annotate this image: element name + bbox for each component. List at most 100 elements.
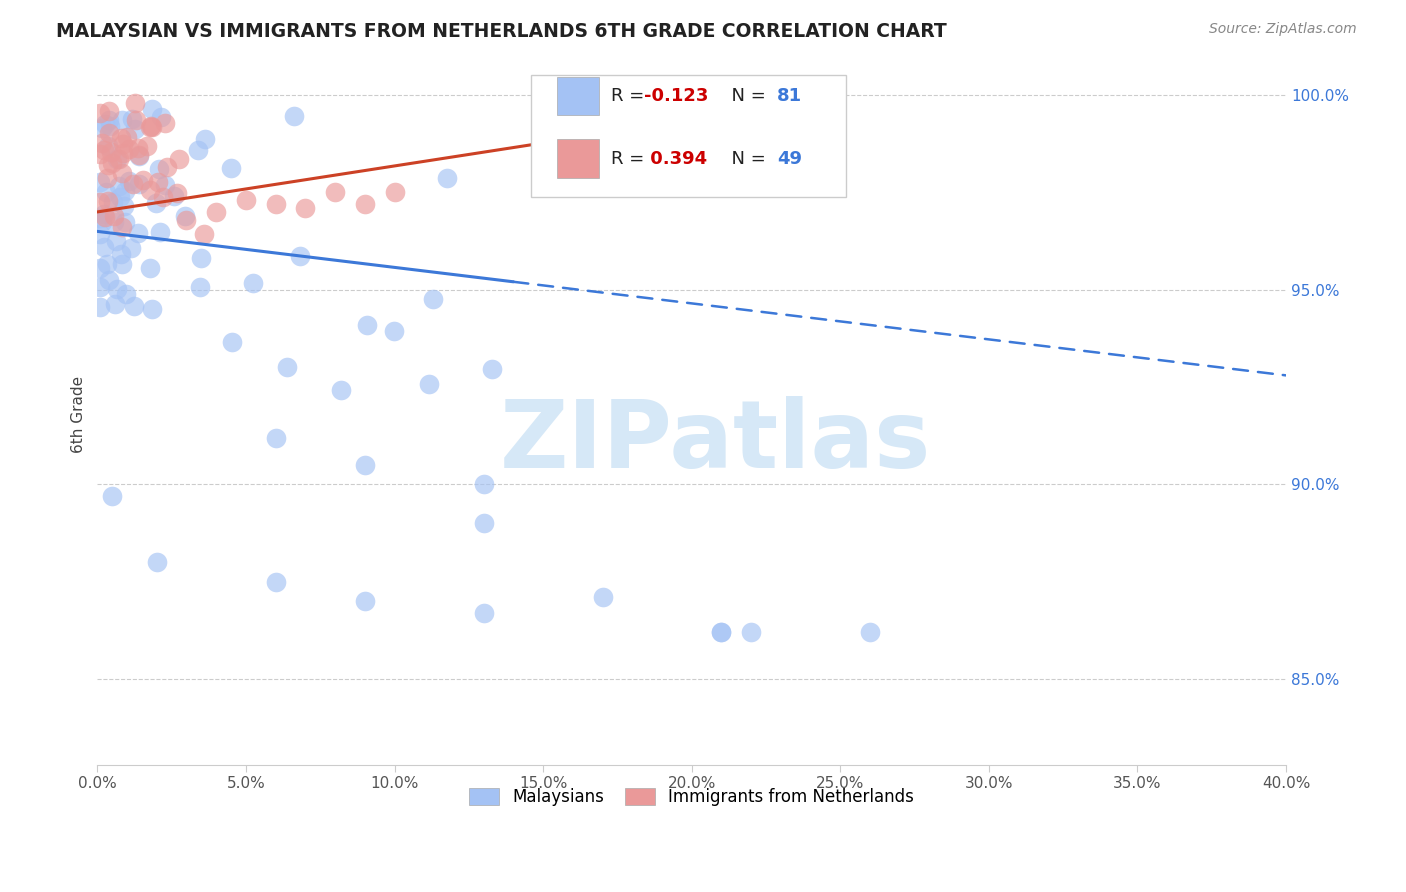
Point	[128, 148, 150, 162]
Point	[112, 146, 135, 161]
Text: 49: 49	[778, 150, 803, 168]
Point	[710, 625, 733, 640]
Point	[100, 145, 122, 159]
Text: 81: 81	[778, 87, 803, 105]
Point	[174, 209, 197, 223]
Point	[276, 359, 298, 374]
Point	[472, 477, 495, 491]
Point	[108, 152, 131, 166]
Point	[481, 361, 503, 376]
Point	[90, 215, 112, 229]
Point	[97, 127, 120, 141]
Point	[156, 160, 179, 174]
Point	[93, 239, 115, 253]
Point	[131, 173, 153, 187]
Point	[110, 189, 132, 203]
Point	[384, 186, 406, 200]
Point	[101, 489, 124, 503]
Point	[323, 186, 346, 200]
Point	[93, 207, 115, 221]
Point	[124, 299, 146, 313]
Point	[145, 195, 167, 210]
Point	[96, 257, 118, 271]
Point	[264, 431, 287, 445]
Point	[90, 120, 112, 135]
Point	[98, 112, 121, 127]
Text: MALAYSIAN VS IMMIGRANTS FROM NETHERLANDS 6TH GRADE CORRELATION CHART: MALAYSIAN VS IMMIGRANTS FROM NETHERLANDS…	[56, 22, 948, 41]
Point	[89, 227, 111, 242]
Point	[89, 280, 111, 294]
FancyBboxPatch shape	[531, 75, 846, 197]
Point	[89, 194, 111, 209]
Point	[283, 109, 305, 123]
Point	[330, 383, 353, 397]
Point	[110, 112, 132, 127]
Point	[127, 226, 149, 240]
Point	[418, 376, 440, 391]
Point	[264, 574, 287, 589]
Point	[139, 120, 162, 135]
Text: R =: R =	[610, 150, 650, 168]
Point	[194, 132, 217, 146]
Point	[205, 205, 228, 219]
Point	[139, 119, 162, 133]
Point	[120, 241, 142, 255]
Point	[188, 280, 211, 294]
Point	[110, 131, 132, 145]
Point	[472, 516, 495, 531]
Point	[89, 147, 111, 161]
Point	[740, 625, 762, 640]
Text: 0.394: 0.394	[644, 150, 707, 168]
Point	[221, 334, 243, 349]
Point	[592, 590, 614, 604]
Legend: Malaysians, Immigrants from Netherlands: Malaysians, Immigrants from Netherlands	[460, 778, 924, 815]
Point	[94, 210, 117, 224]
Point	[353, 458, 375, 472]
Point	[103, 214, 125, 228]
Point	[103, 297, 125, 311]
Point	[710, 92, 733, 106]
Point	[141, 301, 163, 316]
Point	[235, 194, 257, 208]
Point	[124, 113, 146, 128]
Point	[193, 227, 215, 241]
Point	[149, 226, 172, 240]
Text: N =: N =	[720, 150, 772, 168]
FancyBboxPatch shape	[557, 139, 599, 178]
Point	[146, 555, 169, 569]
Point	[110, 166, 132, 180]
Point	[149, 110, 172, 124]
Point	[121, 112, 143, 127]
Point	[187, 143, 209, 157]
Point	[111, 137, 134, 152]
Point	[97, 194, 120, 208]
Point	[90, 136, 112, 151]
Point	[105, 152, 128, 166]
Point	[94, 117, 117, 131]
Point	[422, 293, 444, 307]
Point	[124, 121, 146, 136]
Point	[138, 260, 160, 275]
Point	[127, 141, 149, 155]
Point	[242, 276, 264, 290]
Point	[115, 287, 138, 301]
Point	[100, 156, 122, 170]
Point	[128, 149, 150, 163]
Point	[152, 190, 174, 204]
Point	[118, 174, 141, 188]
Point	[89, 105, 111, 120]
Point	[98, 273, 121, 287]
FancyBboxPatch shape	[557, 77, 599, 115]
Point	[118, 142, 141, 156]
Point	[219, 161, 242, 175]
Point	[141, 102, 163, 116]
Point	[122, 178, 145, 192]
Point	[141, 120, 163, 134]
Point	[114, 215, 136, 229]
Point	[107, 178, 129, 193]
Text: Source: ZipAtlas.com: Source: ZipAtlas.com	[1209, 22, 1357, 37]
Point	[859, 625, 882, 640]
Point	[89, 260, 111, 275]
Point	[136, 139, 159, 153]
Point	[112, 199, 135, 213]
